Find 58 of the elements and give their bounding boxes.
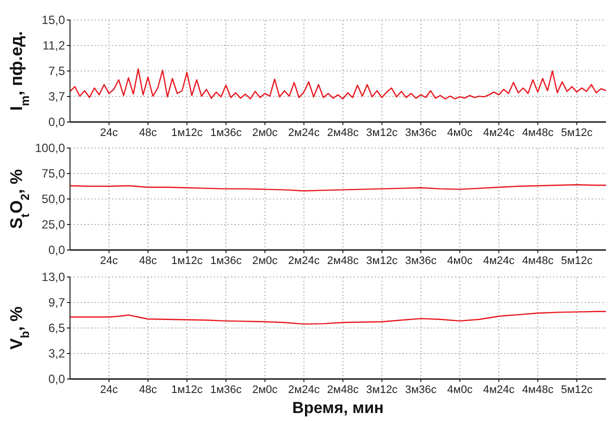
- x-tick-label: 2м24с: [288, 255, 320, 267]
- x-tick-label: 2м48с: [327, 384, 360, 396]
- x-axis-title: Время, мин: [292, 400, 384, 417]
- y-tick-label: 0,0: [48, 243, 66, 258]
- y-tick-label: 15,0: [42, 13, 66, 28]
- line-series: [69, 184, 607, 192]
- y-tick-label: 3,2: [48, 346, 66, 361]
- x-tick-label: 5м12с: [561, 127, 593, 139]
- x-tick-label: 48с: [139, 255, 158, 267]
- x-tick-label: 4м48с: [522, 255, 554, 267]
- x-tick-label: 3м36с: [405, 384, 438, 396]
- line-series: [69, 310, 607, 325]
- x-tick-label: 2м24с: [288, 127, 320, 139]
- y-tick-label: 50,0: [42, 192, 66, 206]
- x-tick-label: 2м48с: [327, 255, 360, 267]
- y-tick-label: 0,0: [48, 115, 66, 130]
- y-tick-label: 0,0: [48, 372, 66, 386]
- y-tick-label: 6,5: [48, 321, 66, 336]
- x-tick-label: 24с: [100, 127, 118, 139]
- x-tick-label: 5м12с: [561, 384, 593, 396]
- x-tick-label: 2м0с: [252, 127, 278, 139]
- x-tick-label: 2м24с: [288, 384, 320, 396]
- y-tick-label: 3,7: [48, 90, 66, 104]
- x-tick-label: 1м12с: [171, 255, 204, 267]
- y-tick-label: 13,0: [42, 270, 66, 284]
- x-tick-label: 4м24с: [483, 384, 516, 396]
- x-tick-label: 3м12с: [366, 384, 398, 396]
- y-tick-label: 9,7: [48, 296, 66, 310]
- y-tick-label: 11,2: [42, 38, 66, 53]
- x-tick-label: 4м48с: [522, 127, 554, 139]
- y-tick-label: 100,0: [34, 141, 66, 156]
- x-tick-label: 48с: [139, 384, 158, 396]
- x-tick-label: 48с: [139, 127, 158, 139]
- x-tick-label: 5м12с: [561, 255, 593, 267]
- x-tick-label: 4м24с: [483, 255, 516, 267]
- x-tick-label: 24с: [100, 384, 118, 396]
- x-tick-label: 4м0с: [447, 384, 473, 396]
- x-tick-label: 3м36с: [405, 255, 438, 267]
- x-tick-label: 3м36с: [405, 127, 438, 139]
- x-tick-label: 3м12с: [366, 127, 398, 139]
- x-tick-label: 2м0с: [252, 255, 278, 267]
- x-tick-label: 3м12с: [366, 255, 398, 267]
- x-tick-label: 1м36с: [210, 127, 242, 139]
- y-tick-label: 25,0: [42, 218, 66, 232]
- y-tick-label: 75,0: [42, 166, 66, 181]
- x-tick-label: 1м36с: [210, 255, 242, 267]
- x-tick-label: 1м12с: [171, 384, 204, 396]
- line-series: [69, 68, 607, 100]
- x-tick-label: 24с: [100, 255, 118, 267]
- x-tick-label: 1м36с: [210, 384, 242, 396]
- x-tick-label: 1м12с: [171, 127, 204, 139]
- x-tick-label: 2м48с: [327, 127, 360, 139]
- x-tick-label: 4м0с: [447, 127, 473, 139]
- x-tick-label: 4м0с: [447, 255, 473, 267]
- x-tick-label: 4м24с: [483, 127, 516, 139]
- x-tick-label: 2м0с: [252, 384, 278, 396]
- y-tick-label: 7,5: [48, 64, 66, 78]
- x-tick-label: 4м48с: [522, 384, 554, 396]
